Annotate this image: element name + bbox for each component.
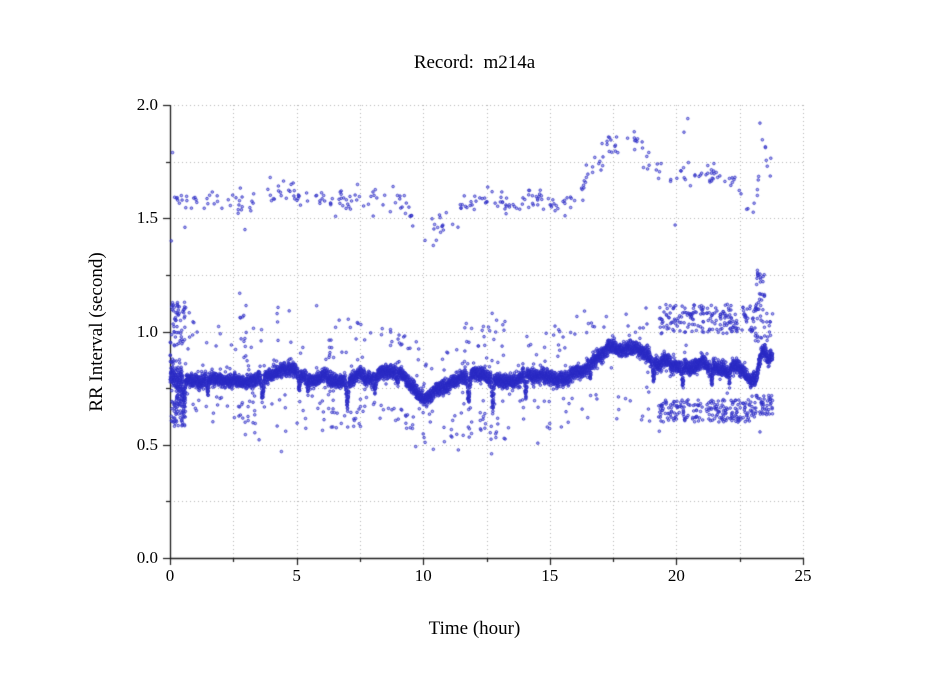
x-tick-label: 15 [541, 566, 559, 585]
y-axis-label: RR Interval (second) [86, 252, 107, 412]
x-tick-label: 5 [292, 566, 301, 585]
x-tick-label: 0 [165, 566, 175, 585]
x-tick-label: 20 [667, 566, 685, 585]
x-tick-label: 10 [414, 566, 432, 585]
y-tick-label: 2.0 [136, 95, 158, 114]
y-tick-label: 1.5 [136, 208, 158, 228]
x-tick-label: 25 [794, 566, 812, 585]
y-tick-label: 0.5 [136, 434, 158, 454]
y-tick-label: 0.0 [136, 548, 158, 567]
x-axis-label: Time (hour) [428, 618, 521, 639]
y-tick-label: 1.0 [136, 321, 158, 341]
